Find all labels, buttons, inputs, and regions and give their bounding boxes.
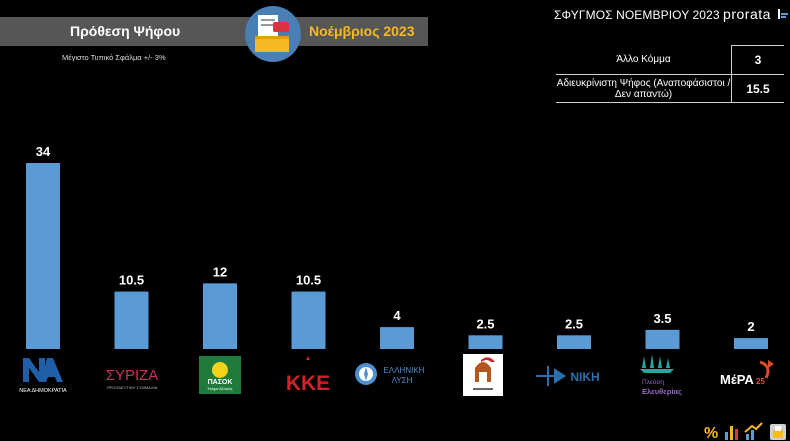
plefsi-logo-top: Πλεύση — [642, 378, 664, 386]
bar-3 — [203, 283, 237, 349]
pasok-logo: ΠΑΣΟΚ Κίνημα Αλλαγής — [199, 356, 241, 394]
bar-4 — [291, 291, 326, 349]
bar-value-label-2: 10.5 — [119, 273, 144, 288]
bar-7 — [557, 335, 591, 349]
brand-header: ΣΦΥΓΜΟΣ ΝΟΕΜΒΡΙΟΥ 2023 prorata — [554, 6, 771, 22]
pasok-logo-text: ΠΑΣΟΚ — [208, 379, 233, 386]
bar-value-label-8: 3.5 — [653, 311, 671, 326]
bar-6 — [468, 335, 503, 349]
bar-9 — [734, 338, 768, 349]
row-value: 15.5 — [731, 74, 784, 103]
ballot-icon — [770, 424, 786, 440]
nd-logo-text: ΝΕΑ ΔΗΜΟΚΡΑΤΙΑ — [19, 388, 67, 394]
bar-value-label-7: 2.5 — [565, 316, 583, 331]
survey-month: Νοέμβριος 2023 — [309, 23, 415, 39]
bar-value-label-1: 34 — [36, 144, 51, 159]
error-margin-note: Μέγιστο Τυπικό Σφάλμα +/- 3% — [62, 53, 166, 62]
table-row: Αδιευκρίνιστη Ψήφος (Αναποφάσιστοι / Δεν… — [556, 74, 784, 103]
kke-logo: ΚΚΕ — [286, 356, 330, 395]
ballot-box-icon — [245, 6, 301, 62]
row-label: Αδιευκρίνιστη Ψήφος (Αναποφάσιστοι / Δεν… — [556, 74, 732, 103]
spartiates-logo — [463, 354, 503, 396]
elliniki-lysi-logo-bottom: ΛΥΣΗ — [392, 376, 413, 385]
mera25-logo-number: 25 — [756, 377, 765, 386]
syriza-logo-subtext: ΠΡΟΟΔΕΥΤΙΚΗ ΣΥΜΜΑΧΙΑ — [107, 385, 158, 390]
bar-1 — [26, 163, 60, 349]
bar-value-label-5: 4 — [393, 308, 401, 323]
plefsi-logo: Πλεύση Ελευθερίας — [640, 354, 682, 396]
bar-2 — [114, 291, 149, 349]
bar-8 — [645, 329, 680, 349]
kke-logo-text: ΚΚΕ — [286, 372, 330, 395]
plefsi-logo-bottom: Ελευθερίας — [642, 387, 682, 396]
bar-5 — [380, 327, 414, 349]
mera25-logo-text: ΜέΡΑ — [720, 372, 754, 387]
bar-value-label-3: 12 — [213, 264, 227, 279]
syriza-logo-text: ΣΥΡΙΖΑ — [106, 367, 159, 384]
bar-value-label-9: 2 — [747, 319, 754, 334]
trend-icon — [744, 422, 763, 440]
chart-title: Πρόθεση Ψήφου — [70, 23, 181, 39]
brand-name: prorata — [723, 6, 771, 22]
niki-logo-text: ΝΙΚΗ — [570, 370, 599, 384]
pasok-logo-subtext: Κίνημα Αλλαγής — [208, 387, 233, 391]
mera25-logo: ΜέΡΑ 25 — [720, 360, 774, 387]
title-bar — [0, 17, 428, 46]
row-label: Άλλο Κόμμα — [556, 45, 732, 75]
row-label-text: Αδιευκρίνιστη Ψήφος (Αναποφάσιστοι / Δεν… — [556, 77, 731, 100]
bar-value-label-4: 10.5 — [296, 273, 321, 288]
others-table: Άλλο Κόμμα 3 Αδιευκρίνιστη Ψήφος (Αναποφ… — [556, 45, 784, 103]
brand-title: ΣΦΥΓΜΟΣ ΝΟΕΜΒΡΙΟΥ 2023 — [554, 8, 720, 22]
elliniki-lysi-logo: ΕΛΛΗΝΙΚΗ ΛΥΣΗ — [355, 363, 425, 385]
footer-icons: % — [704, 422, 786, 441]
percent-icon: % — [704, 425, 718, 441]
syriza-logo: ΣΥΡΙΖΑ ΠΡΟΟΔΕΥΤΙΚΗ ΣΥΜΜΑΧΙΑ — [106, 367, 159, 390]
nd-logo: ΝΕΑ ΔΗΜΟΚΡΑΤΙΑ — [19, 358, 67, 394]
bar-value-label-6: 2.5 — [476, 316, 494, 331]
brand-bars-icon — [778, 9, 788, 19]
elliniki-lysi-logo-top: ΕΛΛΗΝΙΚΗ — [384, 366, 425, 375]
bar-chart-icon — [725, 426, 738, 440]
svg-text:%: % — [704, 425, 718, 441]
niki-logo: ΝΙΚΗ — [536, 366, 600, 386]
